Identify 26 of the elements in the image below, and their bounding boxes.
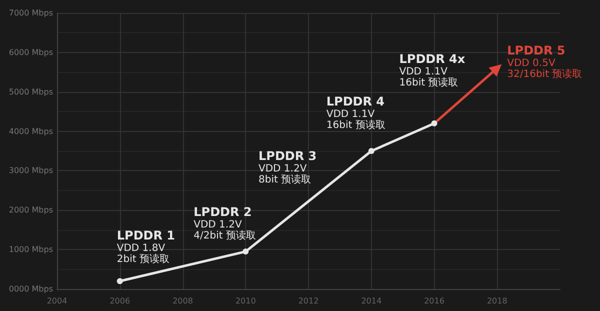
annotation: LPDDR 4 VDD 1.1V 16bit 预读取 [326,94,386,131]
y-tick-label: 6000 Mbps [8,48,53,57]
y-tick-label: 1000 Mbps [8,245,53,254]
annotation: LPDDR 1 VDD 1.8V 2bit 预读取 [116,228,176,266]
x-tick-label: 2006 [110,296,130,306]
x-tick-label: 2016 [424,296,444,306]
point [368,148,374,154]
annotation: LPDDR 5 VDD 0.5V 32/16bit 预读取 [507,44,582,80]
y-tick-label: 2000 Mbps [8,206,53,215]
x-tick-label: 2010 [235,296,256,306]
annotation: LPDDR 4x VDD 1.1V 16bit 预读取 [399,52,466,88]
y-tick-label: 0000 Mbps [8,284,53,294]
point [116,278,123,284]
y-tick-label: 4000 Mbps [8,126,53,136]
annotation: LPDDR 2 VDD 1.2V 4/2bit 预读取 [194,205,256,242]
x-tick-label: 2008 [172,296,193,306]
point [242,248,249,255]
x-tick-label: 2018 [486,296,508,306]
y-tick-label: 5000 Mbps [8,87,53,96]
point [431,120,438,126]
x-tick-label: 2014 [361,296,382,306]
x-tick-label: 2004 [46,296,68,306]
x-tick-label: 2012 [298,296,319,306]
y-tick-label: 3000 Mbps [8,166,53,176]
y-tick-label: 7000 Mbps [8,8,53,18]
annotation: LPDDR 3 VDD 1.2V 8bit 预读取 [258,148,317,186]
